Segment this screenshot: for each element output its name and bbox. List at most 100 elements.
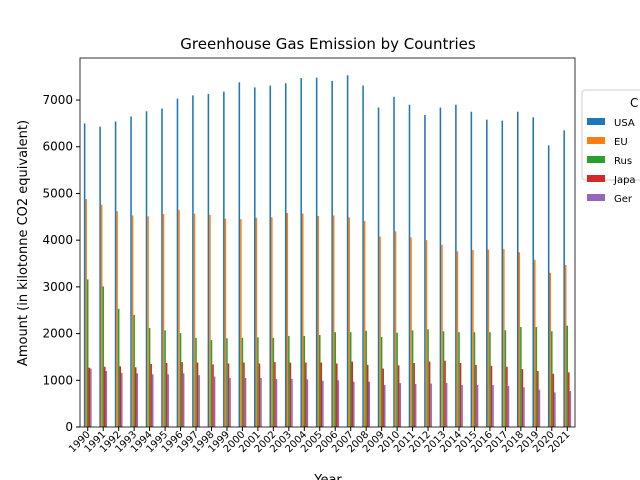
bar [490,365,493,427]
bar [269,85,272,427]
bar [224,218,227,427]
y-tick-label: 6000 [42,140,73,154]
bar [353,381,355,427]
bar [243,362,245,427]
bar [428,361,431,427]
bar [322,380,324,427]
bar [116,211,118,427]
legend-label: Ger [614,194,633,205]
bar [380,336,383,427]
bar [532,117,535,427]
legend-label: Rus [614,156,632,167]
bar [255,217,258,427]
bar [552,373,555,427]
y-tick-label: 7000 [42,93,73,107]
bar [554,392,556,427]
bar [475,364,477,427]
bar [207,93,210,427]
bar [396,332,398,427]
bar [459,363,462,427]
bar [444,360,446,427]
bar [161,108,163,428]
bar [318,334,321,427]
y-tick-label: 4000 [42,233,73,247]
bar [103,366,106,427]
bar [445,383,448,427]
legend-swatch [587,194,605,201]
bar [162,214,165,427]
bar [223,91,225,428]
bar [346,75,349,427]
legend-label: USA [614,118,635,129]
bar [240,219,242,427]
bar [476,384,479,427]
bar [229,377,231,427]
bar [119,366,121,427]
legend-swatch [587,156,605,163]
legend-label: Japa [613,175,636,186]
bar [379,236,381,427]
bar [258,363,261,427]
bar [86,279,89,427]
bar [507,385,510,427]
bar [516,111,519,428]
bar [227,363,230,427]
y-tick-label: 2000 [42,327,73,341]
bar [238,82,241,427]
bar [288,335,290,427]
bar [131,215,134,427]
bar [241,337,244,427]
bar [85,199,87,427]
bar [274,362,276,427]
bar [455,104,457,427]
bar [538,389,541,427]
bar [257,337,259,427]
bar [209,214,211,427]
plot-frame [79,57,576,428]
bar [90,368,92,427]
bar [105,370,108,427]
bar [145,111,148,427]
bar [368,381,371,427]
bar [521,369,524,427]
bar [320,362,323,427]
y-tick-label: 5000 [42,186,73,200]
bar [317,215,319,427]
bar [337,380,340,427]
bar [411,330,414,427]
bar [148,327,151,427]
bar [503,249,505,427]
bar [472,249,474,427]
bar [150,363,152,427]
bar [136,373,139,427]
bar [394,231,397,427]
bar [363,221,366,427]
bar [120,372,123,427]
bar [332,215,335,427]
bar [470,111,473,428]
y-tick-label: 3000 [42,280,73,294]
bar [506,366,508,427]
bar [193,213,196,427]
bar [547,145,550,427]
legend-swatch [587,118,605,125]
y-tick-label: 0 [65,420,73,434]
bar [413,363,415,427]
bar [461,384,463,427]
bar [176,98,179,427]
bar [458,332,460,427]
bar [300,78,302,427]
bar [551,331,553,427]
bar [564,264,567,427]
bar [117,308,120,427]
bar [284,83,287,428]
bar [83,123,86,428]
bar [167,374,169,427]
bar [441,244,443,427]
bar [518,252,521,427]
bar [178,209,180,427]
bar [492,384,494,427]
legend-swatch [587,137,605,144]
bar [348,217,350,427]
bar [147,216,149,427]
